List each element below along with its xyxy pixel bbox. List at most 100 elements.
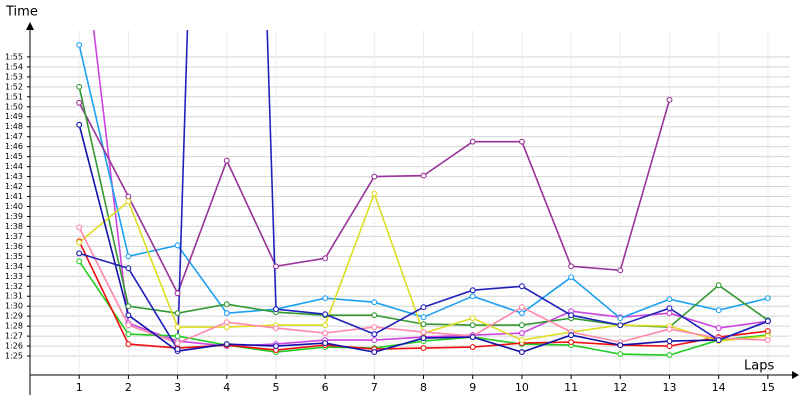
data-point [174,310,181,317]
data-point [666,305,673,312]
y-tick-label: 1:55 [5,52,23,61]
x-tick-label: 14 [712,381,726,394]
data-point [371,299,378,306]
y-tick-label: 1:47 [5,132,23,141]
data-point [273,325,279,332]
data-point [715,325,722,332]
data-point [371,324,378,331]
data-point [518,283,525,290]
data-point [371,349,378,356]
y-tick-label: 1:26 [5,342,23,351]
y-tick-label: 1:31 [5,292,23,301]
data-point [518,322,525,329]
x-tick-label: 5 [272,381,279,394]
data-point [617,322,624,329]
data-point [420,329,427,336]
data-point [371,312,378,319]
data-point [371,337,378,344]
data-point [715,337,722,344]
y-tick-label: 1:43 [5,172,23,181]
data-point [174,290,181,297]
data-point [666,326,673,333]
x-tick-label: 9 [469,381,476,394]
data-point [764,337,771,344]
data-point [273,306,279,313]
data-point [322,295,329,302]
data-point [223,341,230,348]
data-point [420,345,427,352]
x-axis-arrow [792,371,799,379]
data-point [371,173,378,180]
data-point [420,172,427,179]
x-tick-label: 13 [662,381,676,394]
x-tick-label: 3 [174,381,181,394]
data-point [174,242,181,249]
data-point [666,338,673,345]
data-point [322,255,329,262]
data-point [469,344,476,351]
y-tick-label: 1:41 [5,192,23,201]
data-point [518,349,525,356]
x-tick-label: 2 [125,381,132,394]
data-point [76,224,83,231]
x-tick-label: 8 [420,381,427,394]
data-point [76,42,83,48]
y-tick-label: 1:39 [5,212,23,221]
data-point [125,341,132,348]
data-point [518,310,525,317]
y-tick-label: 1:32 [5,282,23,291]
y-tick-label: 1:42 [5,182,23,191]
data-point [125,253,132,260]
data-point [371,331,378,338]
plot-area [76,30,771,359]
data-point [322,340,329,347]
data-point [715,282,722,289]
data-point [223,157,230,164]
data-point [322,311,329,318]
data-point [76,258,83,265]
x-tick-label: 15 [761,381,775,394]
data-point [568,263,575,270]
data-point [617,315,624,322]
y-axis-arrow [26,22,34,30]
data-point [125,322,132,329]
x-axis-label: Laps [744,359,774,374]
y-tick-label: 1:37 [5,232,23,241]
x-tick-label: 12 [613,381,627,394]
y-tick-label: 1:30 [5,302,23,311]
data-point [469,315,476,322]
data-point [469,138,476,145]
y-tick-label: 1:40 [5,202,23,211]
data-point [568,332,575,339]
data-point [469,293,476,300]
data-point [76,239,83,246]
data-point [125,193,132,200]
y-tick-label: 1:29 [5,312,23,321]
x-tick-label: 10 [515,381,529,394]
y-tick-label: 1:34 [5,262,23,271]
data-point [322,330,329,337]
ticks: 1:251:261:271:281:291:301:311:321:331:34… [5,52,775,394]
data-point [617,351,624,358]
data-point [223,301,230,308]
data-point [174,340,181,347]
data-point [469,334,476,341]
data-point [568,312,575,319]
y-tick-label: 1:27 [5,332,23,341]
data-point [666,352,673,359]
data-point [223,324,230,331]
y-tick-label: 1:53 [5,72,23,81]
data-point [715,307,722,314]
y-tick-label: 1:35 [5,252,23,261]
y-tick-label: 1:54 [5,62,23,71]
data-point [273,263,279,270]
y-tick-label: 1:36 [5,242,23,251]
data-point [666,343,673,350]
data-point [223,319,230,326]
data-point [568,274,575,281]
x-tick-label: 7 [371,381,378,394]
data-point [174,346,181,353]
data-point [518,330,525,337]
data-point [518,304,525,311]
